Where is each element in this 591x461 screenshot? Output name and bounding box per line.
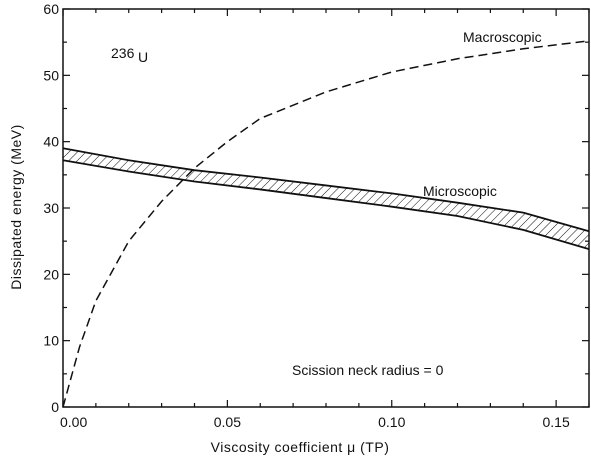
microscopic-lower-edge: [62, 159, 590, 250]
y-tick-label: 60: [43, 1, 59, 17]
y-axis-label: Dissipated energy (MeV): [8, 124, 24, 290]
x-axis-ticks: 0.00 0.05 0.10 0.15: [60, 9, 590, 430]
y-tick-label: 20: [43, 266, 59, 282]
macroscopic-label: Macroscopic: [463, 29, 542, 45]
y-tick-label: 40: [43, 134, 59, 150]
y-tick-label: 0: [51, 399, 59, 415]
series-layer: [62, 40, 590, 408]
macroscopic-curve: [62, 40, 590, 408]
nucleus-annotation: 236 U: [111, 45, 148, 65]
nucleus-mass-number: 236: [111, 45, 135, 61]
microscopic-upper-edge: [62, 147, 590, 233]
plot-frame: [62, 8, 590, 408]
x-axis-label: Viscosity coefficient μ (TP): [211, 439, 390, 455]
y-axis-ticks: 0 10 20 30 40 50 60: [43, 1, 589, 415]
x-tick-label: 0.15: [543, 414, 570, 430]
scission-annotation: Scission neck radius = 0: [292, 362, 444, 378]
x-tick-label: 0.05: [214, 414, 241, 430]
nucleus-symbol: U: [138, 49, 148, 65]
x-tick-label: 0.00: [60, 414, 87, 430]
plot-border: [62, 8, 590, 408]
x-tick-label: 0.10: [378, 414, 405, 430]
microscopic-band: [63, 148, 589, 250]
y-tick-label: 50: [43, 67, 59, 83]
y-tick-label: 10: [43, 333, 59, 349]
y-tick-label: 30: [43, 200, 59, 216]
microscopic-label: Microscopic: [423, 183, 497, 199]
